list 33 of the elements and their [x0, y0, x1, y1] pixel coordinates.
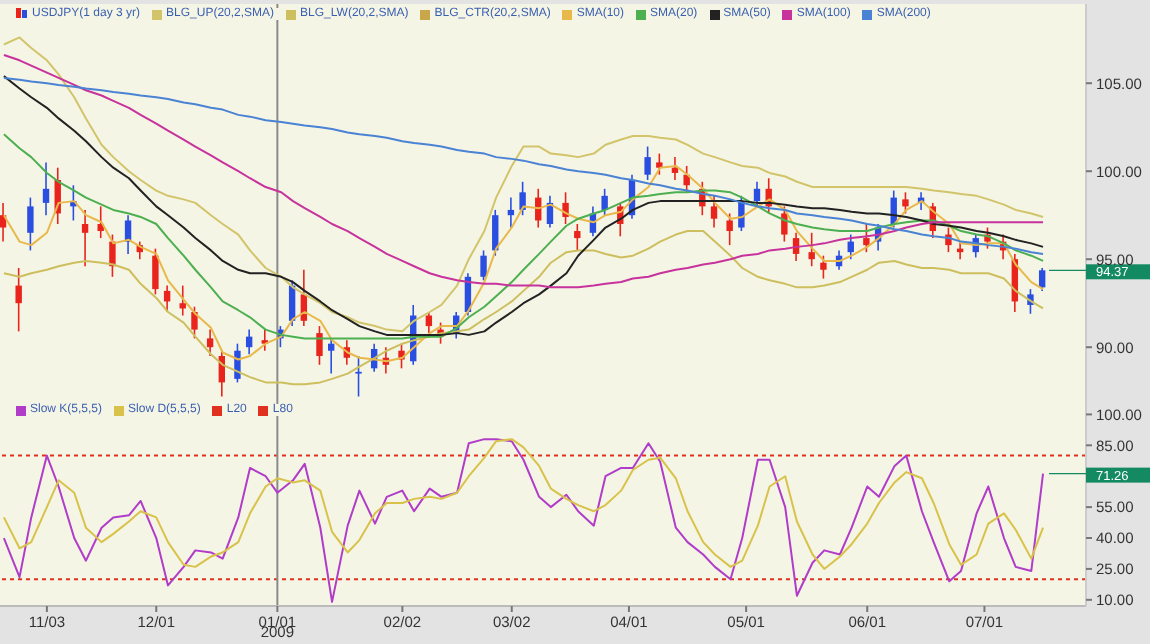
- candlestick: [656, 152, 663, 176]
- candlestick: [206, 328, 214, 357]
- line-series: [2, 76, 1045, 255]
- candlestick: [42, 161, 50, 216]
- candlestick: [574, 223, 581, 252]
- candlestick: [27, 196, 34, 252]
- candlestick: [0, 202, 7, 243]
- line-series: [2, 230, 1045, 386]
- candlestick: [683, 165, 690, 194]
- candlestick: [710, 195, 718, 229]
- candlestick: [109, 233, 116, 278]
- line-series: [2, 438, 1045, 570]
- candlestick: [753, 180, 761, 208]
- candlestick: [863, 223, 870, 253]
- candlestick: [562, 191, 569, 225]
- candlestick: [808, 232, 815, 268]
- candlestick: [726, 212, 733, 246]
- candlestick: [820, 254, 827, 280]
- candlestick: [355, 355, 362, 398]
- candlestick: [152, 247, 159, 296]
- candlestick: [316, 325, 323, 366]
- candlestick: [480, 249, 487, 282]
- candlestick: [81, 209, 89, 268]
- candlestick: [327, 337, 335, 375]
- candlestick: [1038, 267, 1046, 292]
- line-series: [2, 438, 1045, 603]
- candlestick: [644, 145, 651, 181]
- candlestick: [601, 188, 608, 216]
- candlestick: [15, 267, 22, 333]
- candlestick: [781, 205, 788, 243]
- candlestick: [902, 191, 909, 215]
- candlestick: [191, 305, 198, 340]
- candlestick: [519, 180, 526, 216]
